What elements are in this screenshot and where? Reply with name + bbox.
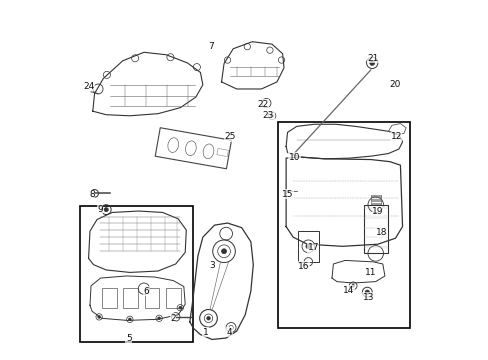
Bar bbox=[363, 205, 387, 253]
Text: 10: 10 bbox=[288, 153, 300, 162]
Text: 3: 3 bbox=[209, 261, 215, 270]
Circle shape bbox=[365, 290, 368, 294]
Text: 21: 21 bbox=[367, 54, 378, 63]
Text: 11: 11 bbox=[365, 268, 376, 277]
Text: 22: 22 bbox=[257, 100, 268, 109]
Text: 7: 7 bbox=[208, 42, 213, 51]
Text: 17: 17 bbox=[307, 243, 318, 252]
Text: 6: 6 bbox=[143, 287, 149, 296]
Circle shape bbox=[221, 249, 226, 254]
Circle shape bbox=[351, 284, 354, 287]
Text: 14: 14 bbox=[343, 285, 354, 294]
Text: 4: 4 bbox=[226, 328, 232, 337]
Circle shape bbox=[98, 315, 101, 318]
Bar bbox=[278, 122, 409, 328]
Text: 2: 2 bbox=[170, 314, 176, 323]
Text: 8: 8 bbox=[89, 190, 95, 199]
Text: 1: 1 bbox=[203, 328, 208, 337]
Text: 5: 5 bbox=[125, 334, 131, 343]
Circle shape bbox=[104, 207, 108, 212]
Circle shape bbox=[305, 244, 310, 249]
Text: 18: 18 bbox=[375, 228, 386, 237]
Circle shape bbox=[369, 60, 374, 66]
Bar bbox=[81, 207, 193, 342]
Text: 15: 15 bbox=[281, 190, 293, 199]
Text: 24: 24 bbox=[83, 82, 94, 91]
Circle shape bbox=[270, 114, 273, 117]
Circle shape bbox=[206, 316, 210, 320]
Text: 9: 9 bbox=[97, 206, 102, 215]
Bar bbox=[298, 231, 318, 262]
Text: 25: 25 bbox=[224, 132, 235, 141]
Text: 13: 13 bbox=[362, 293, 374, 302]
Text: 19: 19 bbox=[371, 207, 383, 216]
Text: 20: 20 bbox=[389, 80, 400, 89]
Circle shape bbox=[179, 306, 182, 309]
Text: 12: 12 bbox=[390, 132, 401, 141]
Circle shape bbox=[158, 317, 160, 320]
Circle shape bbox=[128, 318, 131, 321]
Text: 16: 16 bbox=[297, 262, 309, 271]
Text: 23: 23 bbox=[262, 111, 274, 120]
